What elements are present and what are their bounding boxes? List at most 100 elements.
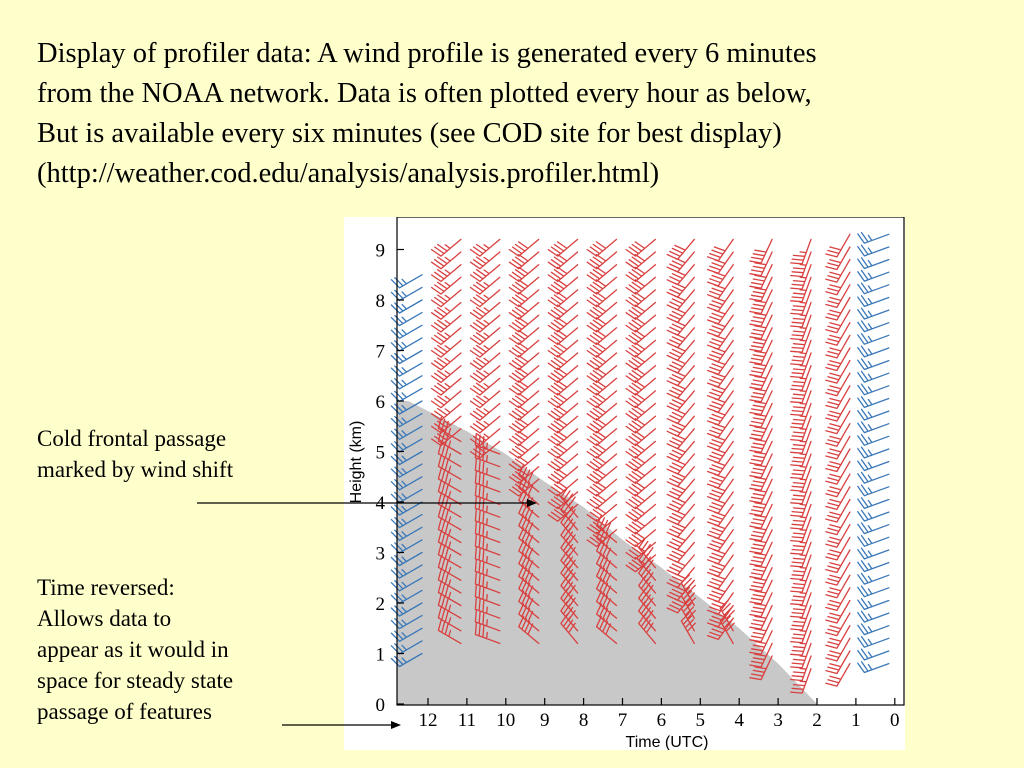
wind-barb — [469, 301, 501, 320]
wind-barb — [666, 264, 695, 286]
heading-line-3: But is available every six minutes (see … — [37, 118, 782, 149]
wind-barb — [586, 529, 618, 548]
wind-barb — [586, 289, 618, 308]
wind-barb — [437, 593, 462, 619]
wind-barb — [625, 301, 657, 320]
wind-barb — [638, 562, 657, 594]
wind-barb — [390, 400, 423, 415]
wind-barb — [508, 251, 540, 270]
wind-barb — [790, 352, 812, 379]
wind-barb — [390, 362, 423, 377]
wind-barb — [469, 402, 501, 421]
wind-barb — [790, 264, 812, 290]
x-tick-label: 1 — [851, 710, 861, 731]
wind-barb — [469, 390, 501, 409]
wind-barb — [638, 613, 657, 645]
wind-barb-column-3 — [749, 238, 773, 681]
wind-barb — [437, 492, 462, 518]
wind-barb — [857, 269, 890, 282]
time-reversed-note-line-1: Time reversed: — [37, 575, 175, 600]
wind-barb — [390, 614, 423, 630]
wind-barb — [474, 508, 501, 531]
wind-barb — [666, 289, 695, 311]
wind-barb — [857, 446, 890, 459]
wind-barb — [390, 564, 423, 579]
wind-barb — [586, 478, 618, 497]
wind-barb — [508, 289, 540, 308]
wind-barb — [390, 274, 423, 289]
wind-barb — [390, 589, 423, 605]
wind-barb — [625, 503, 657, 522]
wind-barb — [625, 276, 657, 295]
wind-barb — [518, 615, 540, 645]
wind-barb — [790, 491, 812, 517]
wind-barb — [825, 637, 851, 662]
wind-barb — [790, 478, 812, 505]
wind-barb — [790, 428, 812, 454]
wind-barb — [749, 264, 773, 289]
wind-barb — [790, 630, 812, 656]
wind-barb — [749, 251, 773, 277]
wind-barb-column-1 — [825, 233, 851, 687]
wind-barb — [790, 390, 812, 416]
wind-barb — [547, 339, 579, 358]
time-reversed-note-line-3: appear as it would in — [37, 637, 229, 662]
wind-barb — [586, 251, 618, 270]
heading-line-4: (http://weather.cod.edu/analysis/analysi… — [37, 158, 660, 189]
wind-barb — [430, 377, 462, 396]
time-reversed-note-line-2: Allows data to — [37, 606, 172, 631]
wind-barb — [560, 550, 579, 581]
wind-barb — [547, 301, 579, 320]
plot-frame — [396, 217, 905, 706]
wind-barb — [790, 453, 812, 480]
wind-barb — [625, 327, 657, 346]
wind-barb — [706, 466, 734, 489]
wind-barb — [825, 284, 851, 309]
wind-barb — [666, 339, 695, 361]
wind-barb — [508, 339, 540, 358]
wind-barb — [749, 352, 773, 378]
wind-barb — [474, 470, 501, 493]
wind-barb — [430, 327, 462, 346]
y-axis-label: Height (km) — [348, 421, 365, 504]
wind-barb — [508, 377, 540, 396]
wind-barb — [825, 473, 851, 498]
wind-barb — [560, 588, 579, 619]
wind-barb — [474, 597, 501, 619]
wind-barb — [749, 579, 773, 605]
wind-barb — [625, 440, 657, 459]
wind-barb — [825, 347, 851, 372]
wind-barb — [790, 377, 812, 404]
wind-barb — [430, 402, 462, 421]
wind-barb — [560, 499, 579, 531]
wind-barb — [474, 571, 501, 594]
wind-barb — [469, 276, 501, 295]
wind-barb — [638, 588, 657, 619]
wind-barb — [749, 516, 773, 542]
wind-barb — [749, 339, 773, 365]
y-tick-label: 4 — [376, 493, 386, 514]
wind-barb — [706, 541, 734, 565]
wind-barb — [706, 428, 734, 451]
wind-barb — [560, 562, 579, 594]
wind-barb — [666, 478, 695, 500]
wind-barb — [430, 238, 462, 257]
wind-barb — [706, 377, 734, 401]
wind-barb — [749, 642, 773, 668]
wind-barb — [666, 554, 695, 576]
x-tick-label: 11 — [458, 710, 476, 731]
wind-barb — [508, 264, 540, 283]
wind-barb — [586, 491, 618, 510]
wind-barb — [857, 244, 890, 257]
wind-barb — [586, 428, 618, 447]
wind-barb — [666, 402, 695, 425]
wind-barb — [666, 453, 695, 475]
wind-barb — [706, 314, 734, 338]
wind-barb — [749, 377, 773, 403]
y-tick-label: 7 — [376, 342, 386, 363]
wind-barb — [857, 572, 890, 585]
wind-barb — [825, 397, 851, 422]
wind-barb — [749, 529, 773, 554]
wind-barb — [508, 365, 540, 384]
wind-barb — [547, 264, 579, 283]
